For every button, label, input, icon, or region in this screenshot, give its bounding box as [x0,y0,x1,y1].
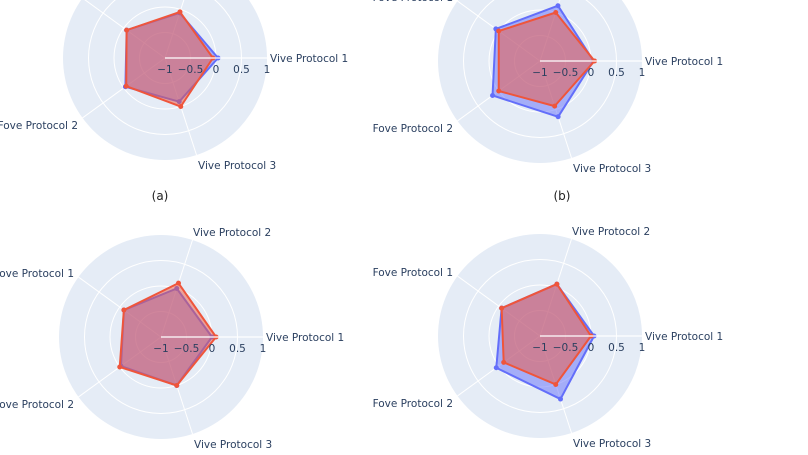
angular-axis-label: Fove Protocol 2 [0,120,78,132]
radial-tick-label: −0.5 [553,67,579,79]
radial-tick-label: 1 [264,64,271,76]
subfigure-caption: (a) [152,189,169,203]
series-2-point [496,88,502,94]
angular-axis-label: Fove Protocol 1 [0,268,74,280]
radial-tick-label: 1 [639,342,646,354]
series-1-point [555,3,561,9]
radial-tick-label: 0.5 [229,343,246,355]
series-2-point [117,364,123,370]
series-1-point [493,365,499,371]
angular-axis-label: Vive Protocol 1 [645,56,723,68]
series-2-point [499,305,505,311]
angular-axis-label: Vive Protocol 2 [193,227,271,239]
radial-tick-label: −1 [157,64,172,76]
radial-tick-label: 1 [260,343,267,355]
angular-axis-label: Fove Protocol 2 [373,398,453,410]
series-2-point [121,307,127,313]
series-2-point [175,280,181,286]
series-2-point [124,27,130,33]
radial-tick-label: 0 [588,342,595,354]
series-2-point [178,104,184,110]
radial-tick-label: −1 [153,343,168,355]
angular-axis-label: Fove Protocol 2 [0,399,74,411]
angular-axis-label: Vive Protocol 1 [645,331,723,343]
angular-axis-label: Fove Protocol 1 [0,0,78,1]
angular-axis-label: Vive Protocol 3 [198,160,276,172]
series-2-area [125,10,214,108]
series-2-point [553,9,559,15]
angular-axis-label: Vive Protocol 1 [270,53,348,65]
series-2-point [177,9,183,15]
radial-tick-label: 0.5 [608,67,625,79]
angular-axis-label: Vive Protocol 2 [572,226,650,238]
radial-tick-label: 0 [213,64,220,76]
radial-tick-label: −1 [532,342,547,354]
series-2-point [123,83,129,89]
series-2-point [552,103,558,109]
radial-tick-label: 0.5 [608,342,625,354]
radial-tick-label: 1 [639,67,646,79]
series-2-area [497,11,596,108]
series-2-area [500,283,592,386]
radial-tick-label: −0.5 [553,342,579,354]
series-2-point [174,383,180,389]
series-2-area [118,282,218,387]
angular-axis-label: Vive Protocol 1 [266,332,344,344]
radial-tick-label: −0.5 [178,64,204,76]
series-1-point [555,114,561,120]
radial-tick-label: 0 [588,67,595,79]
radial-tick-label: 0 [209,343,216,355]
angular-axis-label: Fove Protocol 1 [373,267,453,279]
radial-tick-label: 0.5 [233,64,250,76]
series-2-point [496,28,502,34]
subfigure-caption: (b) [554,189,571,203]
series-2-point [554,281,560,287]
series-1-point [557,396,563,402]
angular-axis-label: Vive Protocol 3 [573,438,651,450]
angular-axis-label: Fove Protocol 1 [373,0,453,4]
angular-axis-label: Vive Protocol 3 [573,163,651,175]
angular-axis-label: Fove Protocol 2 [373,123,453,135]
angular-axis-label: Vive Protocol 3 [194,439,272,451]
radial-tick-label: −1 [532,67,547,79]
series-1-point [490,92,496,98]
series-2-point [501,359,507,365]
radial-tick-label: −0.5 [174,343,200,355]
series-2-point [553,382,559,388]
